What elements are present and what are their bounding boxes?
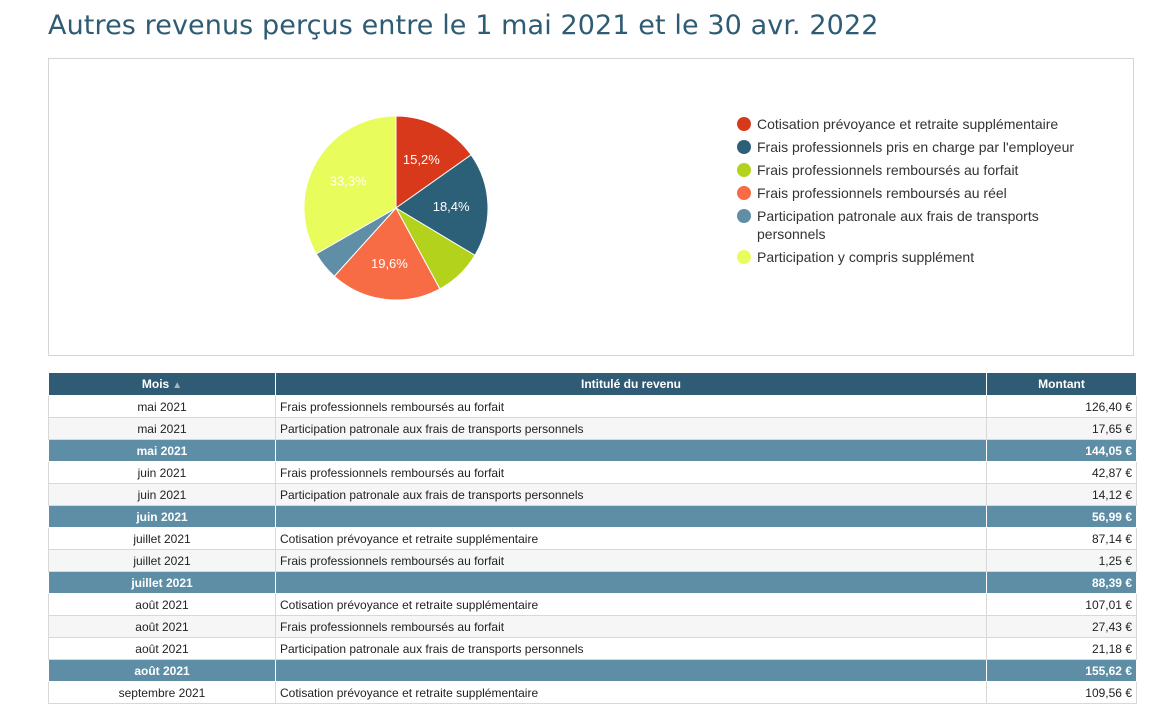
- chart-panel: 15,2% 18,4% 19,6% 33,3% Cotisation prévoyan…: [48, 58, 1134, 356]
- cell-month: août 2021: [48, 615, 276, 638]
- cell-label: Participation patronale aux frais de tra…: [275, 417, 987, 440]
- pie-slice-label-4: 19,6%: [371, 256, 408, 271]
- table-row: septembre 2021 Cotisation prévoyance et r…: [48, 681, 1137, 704]
- table-row: juin 2021 Participation patronale aux fra…: [48, 483, 1137, 506]
- cell-amount: 155,62 €: [986, 659, 1137, 682]
- cell-month: août 2021: [48, 637, 276, 660]
- legend-label: Frais professionnels remboursés au forfa…: [757, 162, 1019, 178]
- cell-month: août 2021: [48, 593, 276, 616]
- legend-color-icon: [737, 250, 751, 264]
- cell-amount: 56,99 €: [986, 505, 1137, 528]
- table-header-row: Mois ▲ Intitulé du revenu Montant: [48, 372, 1137, 396]
- cell-month: juillet 2021: [48, 527, 276, 550]
- cell-amount: 109,56 €: [986, 681, 1137, 704]
- legend-color-icon: [737, 117, 751, 131]
- cell-month: juillet 2021: [48, 571, 276, 594]
- legend-label: Frais professionnels remboursés au réel: [757, 185, 1007, 201]
- table-body: mai 2021 Frais professionnels remboursés …: [48, 395, 1137, 704]
- table-row: mai 2021 Participation patronale aux frai…: [48, 417, 1137, 440]
- pie-chart: 15,2% 18,4% 19,6% 33,3%: [303, 115, 489, 301]
- table-row: août 2021 Cotisation prévoyance et retrai…: [48, 593, 1137, 616]
- cell-amount: 107,01 €: [986, 593, 1137, 616]
- legend-color-icon: [737, 209, 751, 223]
- cell-amount: 21,18 €: [986, 637, 1137, 660]
- cell-label: Cotisation prévoyance et retraite supplé…: [275, 527, 987, 550]
- cell-month: juin 2021: [48, 461, 276, 484]
- chart-legend: Cotisation prévoyance et retraite supplé…: [737, 115, 1097, 271]
- pie-slice-4[interactable]: [333, 207, 441, 301]
- pie-slice-6[interactable]: [303, 115, 397, 255]
- cell-amount: 27,43 €: [986, 615, 1137, 638]
- cell-label: Cotisation prévoyance et retraite supplé…: [275, 593, 987, 616]
- cell-amount: 126,40 €: [986, 395, 1137, 418]
- table-row: juillet 2021 Cotisation prévoyance et ret…: [48, 527, 1137, 550]
- cell-amount: 144,05 €: [986, 439, 1137, 462]
- table-subtotal-row: août 2021 155,62 €: [48, 659, 1137, 682]
- cell-amount: 1,25 €: [986, 549, 1137, 572]
- pie-slice-label-2: 18,4%: [433, 199, 470, 214]
- cell-amount: 88,39 €: [986, 571, 1137, 594]
- pie-slice-2[interactable]: [395, 154, 489, 257]
- cell-label: [275, 659, 987, 682]
- cell-month: septembre 2021: [48, 681, 276, 704]
- legend-color-icon: [737, 163, 751, 177]
- legend-label: Participation patronale aux frais de tra…: [757, 208, 1039, 242]
- cell-label: Frais professionnels remboursés au forfa…: [275, 395, 987, 418]
- legend-color-icon: [737, 186, 751, 200]
- cell-label: Frais professionnels remboursés au forfa…: [275, 461, 987, 484]
- cell-label: [275, 439, 987, 462]
- cell-label: Frais professionnels remboursés au forfa…: [275, 615, 987, 638]
- legend-item-2[interactable]: Frais professionnels pris en charge par …: [737, 138, 1097, 156]
- pie-slice-label-6: 33,3%: [330, 173, 367, 188]
- legend-color-icon: [737, 140, 751, 154]
- cell-month: juillet 2021: [48, 549, 276, 572]
- table-row: mai 2021 Frais professionnels remboursés …: [48, 395, 1137, 418]
- cell-amount: 14,12 €: [986, 483, 1137, 506]
- legend-label: Frais professionnels pris en charge par …: [757, 139, 1075, 155]
- cell-month: juin 2021: [48, 505, 276, 528]
- sort-ascending-icon: ▲: [172, 380, 183, 391]
- cell-label: Participation patronale aux frais de tra…: [275, 483, 987, 506]
- pie-slice-1[interactable]: [395, 115, 472, 209]
- cell-amount: 42,87 €: [986, 461, 1137, 484]
- table-row: juin 2021 Frais professionnels remboursés…: [48, 461, 1137, 484]
- legend-label: Cotisation prévoyance et retraite supplé…: [757, 116, 1059, 132]
- column-header-label[interactable]: Intitulé du revenu: [275, 372, 987, 396]
- legend-item-1[interactable]: Cotisation prévoyance et retraite supplé…: [737, 115, 1097, 133]
- table-subtotal-row: mai 2021 144,05 €: [48, 439, 1137, 462]
- cell-label: Cotisation prévoyance et retraite supplé…: [275, 681, 987, 704]
- table-subtotal-row: juin 2021 56,99 €: [48, 505, 1137, 528]
- legend-item-6[interactable]: Participation y compris supplément: [737, 248, 1097, 266]
- cell-month: juin 2021: [48, 483, 276, 506]
- cell-amount: 87,14 €: [986, 527, 1137, 550]
- legend-item-5[interactable]: Participation patronale aux frais de tra…: [737, 207, 1097, 243]
- cell-month: mai 2021: [48, 439, 276, 462]
- revenue-table: Mois ▲ Intitulé du revenu Montant mai 202…: [48, 372, 1137, 704]
- table-subtotal-row: juillet 2021 88,39 €: [48, 571, 1137, 594]
- table-row: août 2021 Frais professionnels remboursés…: [48, 615, 1137, 638]
- column-header-month[interactable]: Mois ▲: [48, 372, 276, 396]
- cell-label: [275, 571, 987, 594]
- table-row: juillet 2021 Frais professionnels rembour…: [48, 549, 1137, 572]
- cell-label: Frais professionnels remboursés au forfa…: [275, 549, 987, 572]
- legend-item-4[interactable]: Frais professionnels remboursés au réel: [737, 184, 1097, 202]
- table-row: août 2021 Participation patronale aux fra…: [48, 637, 1137, 660]
- column-header-amount[interactable]: Montant: [986, 372, 1137, 396]
- cell-month: mai 2021: [48, 395, 276, 418]
- cell-amount: 17,65 €: [986, 417, 1137, 440]
- cell-label: Participation patronale aux frais de tra…: [275, 637, 987, 660]
- pie-slice-label-1: 15,2%: [403, 152, 440, 167]
- cell-label: [275, 505, 987, 528]
- cell-month: mai 2021: [48, 417, 276, 440]
- legend-label: Participation y compris supplément: [757, 249, 975, 265]
- page-title: Autres revenus perçus entre le 1 mai 202…: [48, 10, 879, 41]
- legend-item-3[interactable]: Frais professionnels remboursés au forfa…: [737, 161, 1097, 179]
- cell-month: août 2021: [48, 659, 276, 682]
